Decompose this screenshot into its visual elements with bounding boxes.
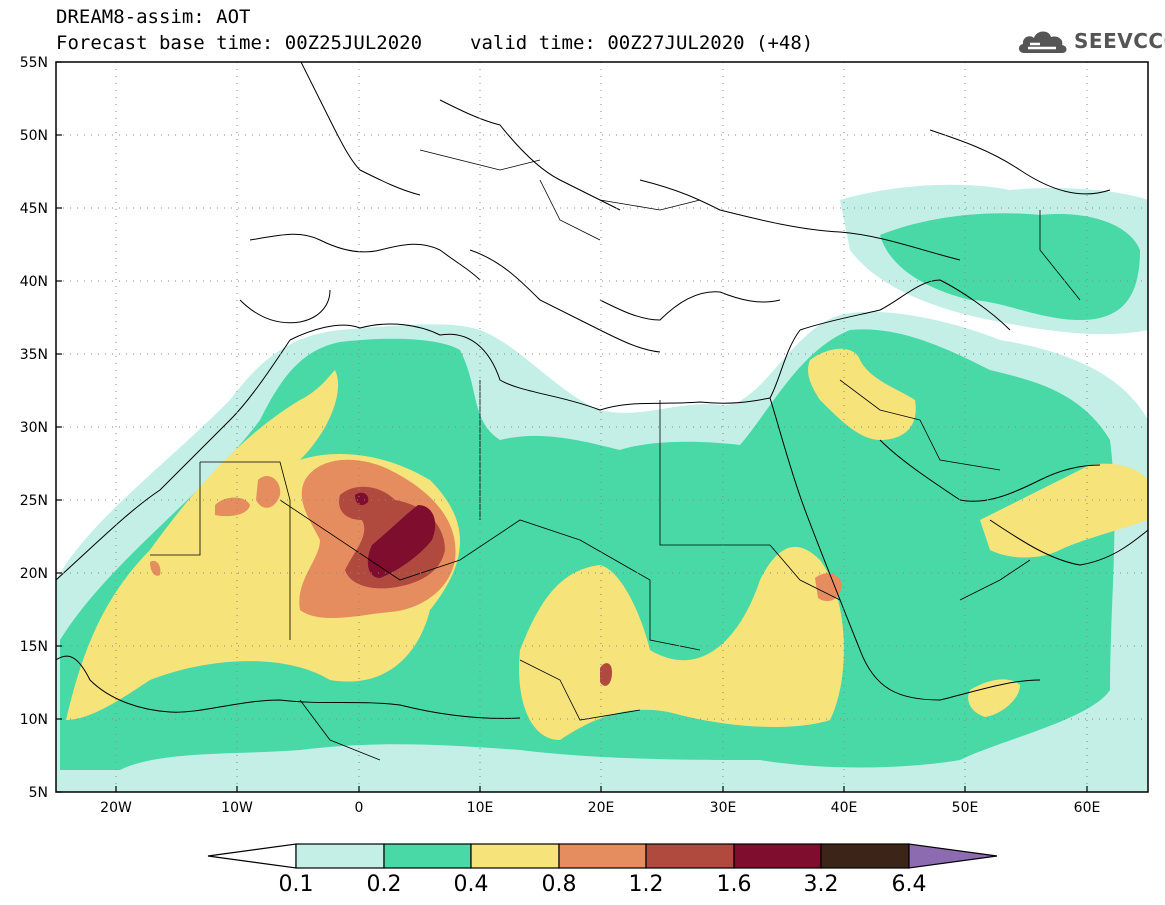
aot-band-0.4 xyxy=(66,348,1148,740)
aot-band-1.6 xyxy=(355,492,436,578)
lat-label: 55N xyxy=(20,55,48,71)
lat-label: 35N xyxy=(20,347,48,363)
lat-label: 10N xyxy=(20,712,48,728)
colorbar-label: 1.6 xyxy=(717,872,752,897)
lon-label: 60E xyxy=(1074,800,1101,816)
colorbar-label: 0.4 xyxy=(454,872,489,897)
colorbar xyxy=(207,843,998,869)
logo-text: SEEVCCC xyxy=(1074,29,1165,53)
lat-label: 40N xyxy=(20,274,48,290)
lon-label: 10W xyxy=(221,800,253,816)
coastlines xyxy=(56,62,1148,719)
colorbar-label: 1.2 xyxy=(629,872,664,897)
lon-label: 40E xyxy=(831,800,858,816)
colorbar-swatch xyxy=(733,843,822,869)
lat-label: 5N xyxy=(29,785,48,801)
lon-label: 20W xyxy=(100,800,132,816)
cloud-logo-icon xyxy=(1018,31,1067,53)
lat-label: 50N xyxy=(20,128,48,144)
colorbar-low-arrow xyxy=(207,843,297,869)
seevccc-logo: SEEVCCC xyxy=(1016,24,1165,58)
map-title: DREAM8-assim: AOT xyxy=(56,6,251,28)
axis-ticks xyxy=(56,61,1088,793)
colorbar-swatch xyxy=(295,843,385,869)
country-borders xyxy=(150,149,1081,761)
colorbar-label: 0.1 xyxy=(279,872,314,897)
aot-field xyxy=(56,62,1148,792)
colorbar-label: 6.4 xyxy=(892,872,927,897)
lon-label: 20E xyxy=(588,800,615,816)
lat-label: 45N xyxy=(20,201,48,217)
latitude-labels: 55N 50N 45N 40N 35N 30N 25N 20N 15N 10N … xyxy=(20,55,48,801)
lat-label: 30N xyxy=(20,420,48,436)
lon-label: 0 xyxy=(355,800,364,816)
lon-label: 50E xyxy=(952,800,979,816)
lon-label: 30E xyxy=(710,800,737,816)
valid-time: valid time: 00Z27JUL2020 (+48) xyxy=(470,32,814,54)
colorbar-swatch xyxy=(470,843,560,869)
colorbar-swatch xyxy=(645,843,735,869)
colorbar-labels: 0.1 0.2 0.4 0.8 1.2 1.6 3.2 6.4 xyxy=(279,872,927,897)
colorbar-label: 0.8 xyxy=(542,872,577,897)
longitude-labels: 20W 10W 0 10E 20E 30E 40E 50E 60E xyxy=(100,800,1100,816)
lat-label: 20N xyxy=(20,566,48,582)
time-line: Forecast base time: 00Z25JUL2020 valid ti… xyxy=(56,32,813,54)
colorbar-label: 3.2 xyxy=(804,872,839,897)
base-time: Forecast base time: 00Z25JUL2020 xyxy=(56,32,423,54)
lon-label: 10E xyxy=(467,800,494,816)
colorbar-label: 0.2 xyxy=(367,872,402,897)
lat-label: 15N xyxy=(20,639,48,655)
colorbar-high-arrow xyxy=(908,843,998,869)
lat-label: 25N xyxy=(20,493,48,509)
colorbar-swatch xyxy=(558,843,647,869)
colorbar-swatch xyxy=(820,843,910,869)
colorbar-swatch xyxy=(383,843,472,869)
map-grid xyxy=(56,62,1148,792)
